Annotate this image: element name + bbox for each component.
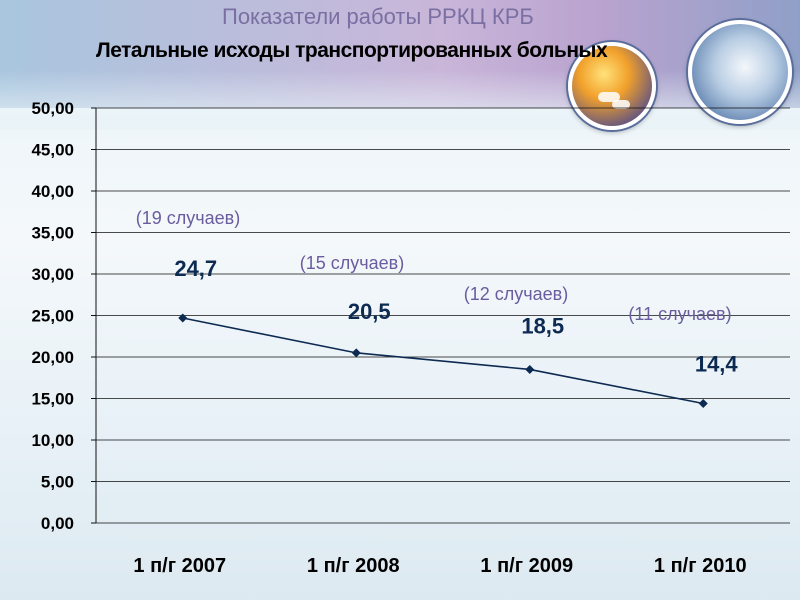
- y-tick-label: 30,00: [31, 265, 74, 284]
- pill-decoration: [598, 92, 620, 102]
- series-line-path: [182, 317, 704, 405]
- pills-photo-icon: [568, 42, 656, 130]
- y-tick-label: 35,00: [31, 224, 74, 243]
- data-label: 14,4: [695, 351, 739, 376]
- y-tick-label: 10,00: [31, 431, 74, 450]
- y-tick-label: 40,00: [31, 182, 74, 201]
- data-labels: 24,7 20,5 18,5 14,4: [174, 256, 738, 376]
- y-tick-label: 5,00: [41, 473, 74, 492]
- data-label: 18,5: [521, 313, 564, 338]
- data-label: 20,5: [348, 299, 391, 324]
- data-point: [698, 398, 708, 408]
- cases-annotation: (11 случаев): [628, 304, 731, 324]
- x-tick-label: 1 п/г 2007: [133, 555, 226, 577]
- y-tick-label: 20,00: [31, 348, 74, 367]
- series-line: [182, 317, 704, 405]
- x-axis-ticks: 1 п/г 2007 1 п/г 2008 1 п/г 2009 1 п/г 2010: [133, 555, 746, 577]
- annotations: (19 случаев) (15 случаев) (12 случаев) (11 …: [136, 208, 732, 324]
- page-title: Показатели работы РРКЦ КРБ: [222, 4, 534, 29]
- axes: [91, 107, 97, 524]
- grid-lines: [96, 107, 790, 524]
- y-tick-label: 25,00: [31, 307, 74, 326]
- y-tick-label: 0,00: [41, 514, 74, 533]
- y-tick-label: 15,00: [31, 390, 74, 409]
- data-point: [178, 313, 188, 323]
- y-tick-label: 45,00: [31, 141, 74, 160]
- data-points: [178, 313, 708, 408]
- doctor-photo-icon: [688, 20, 792, 124]
- cases-annotation: (15 случаев): [300, 253, 404, 273]
- data-label: 24,7: [174, 256, 217, 281]
- y-axis-ticks: 0,00 5,00 10,00 15,00 20,00 25,00 30,00 35,00 40…: [31, 99, 74, 533]
- x-tick-label: 1 п/г 2008: [307, 555, 400, 577]
- chart-subtitle: Летальные исходы транспортированных боль…: [96, 39, 608, 62]
- pill-decoration: [612, 100, 630, 109]
- x-tick-label: 1 п/г 2010: [654, 555, 747, 577]
- cases-annotation: (12 случаев): [464, 284, 568, 304]
- x-tick-label: 1 п/г 2009: [480, 555, 573, 577]
- data-point: [525, 364, 535, 374]
- cases-annotation: (19 случаев): [136, 208, 240, 228]
- data-point: [351, 348, 361, 358]
- y-tick-label: 50,00: [31, 99, 74, 118]
- header-band-fade: [0, 70, 800, 130]
